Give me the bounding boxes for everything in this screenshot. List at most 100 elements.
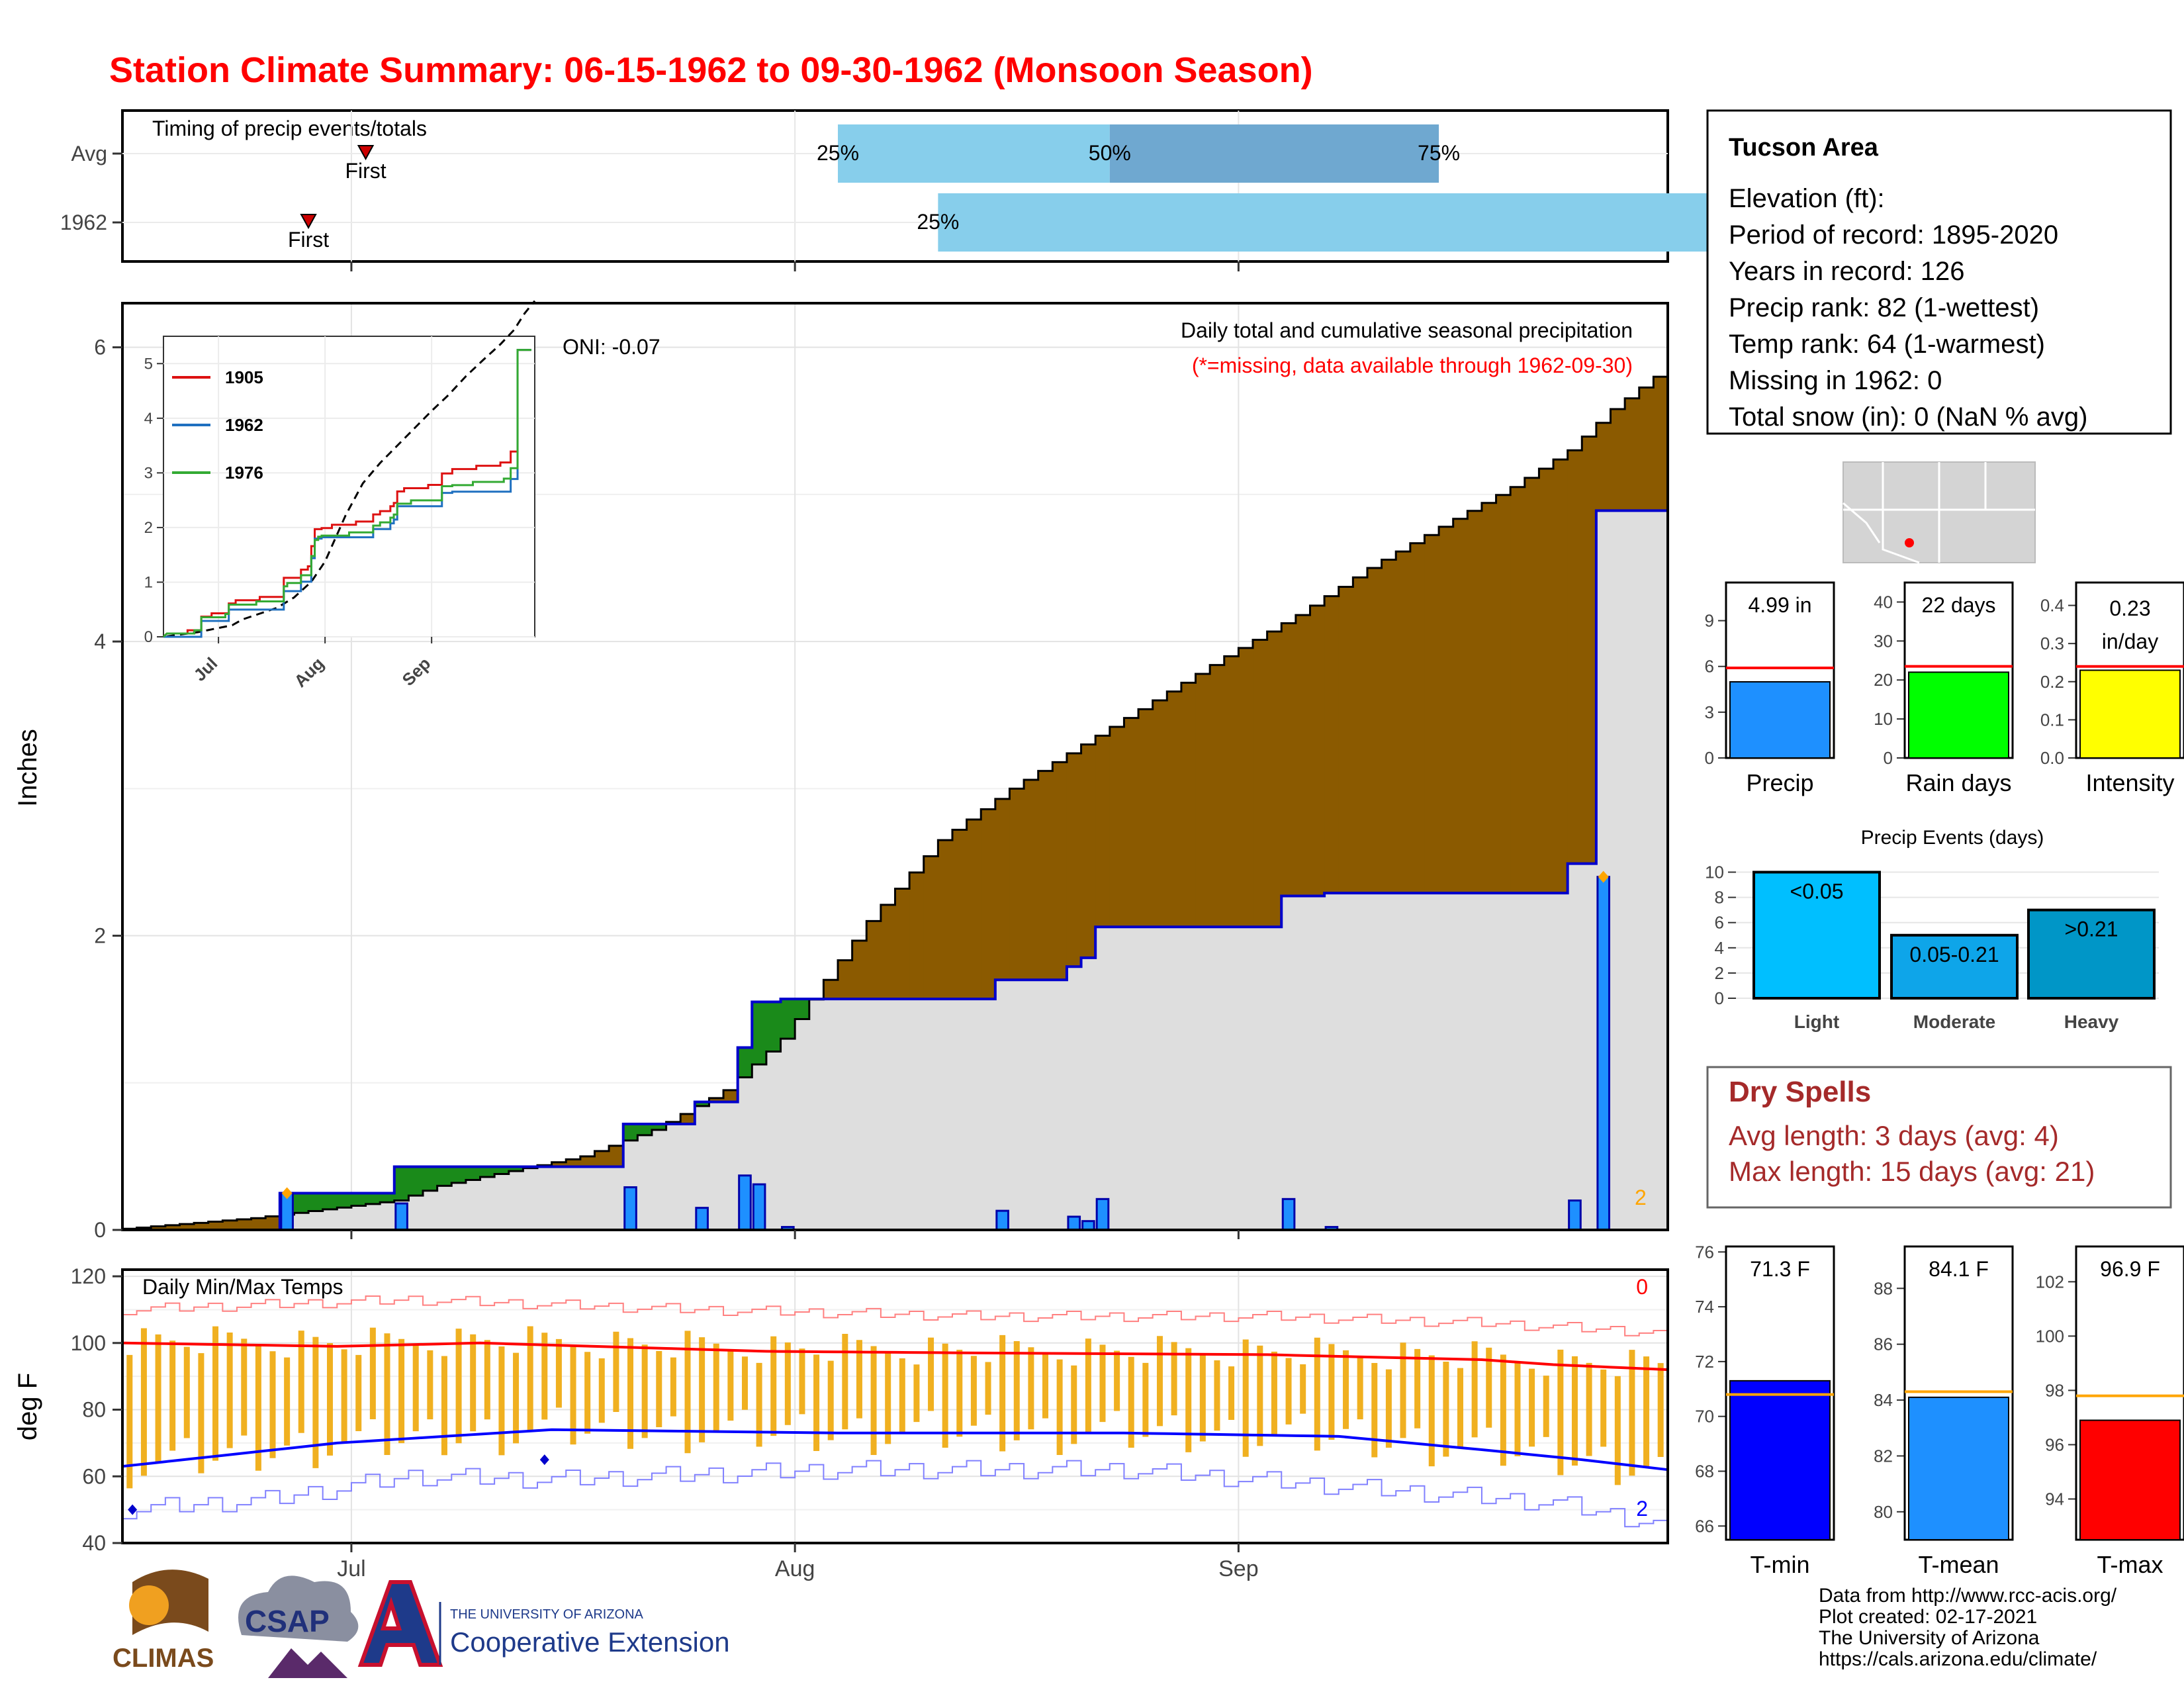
deficit-area — [952, 829, 968, 1000]
deficit-area — [1410, 543, 1426, 894]
surplus-area — [508, 1166, 523, 1172]
events-ytick-label: 8 — [1715, 888, 1724, 908]
quartile-75-label: 75% — [1418, 141, 1460, 165]
temp-summary-ytick-label: 80 — [1874, 1502, 1893, 1522]
deficit-area — [1553, 459, 1569, 894]
events-ytick-label: 0 — [1715, 988, 1724, 1008]
inset-ytick-label: 5 — [144, 355, 153, 373]
surplus-area — [795, 999, 810, 1019]
deficit-area — [1639, 387, 1654, 511]
oni-label: ONI: -0.07 — [563, 335, 660, 359]
temp-panel-title: Daily Min/Max Temps — [142, 1275, 343, 1299]
climas-logo-text: CLIMAS — [113, 1644, 214, 1673]
deficit-area — [1124, 718, 1139, 927]
temp-summary-ytick-label: 88 — [1874, 1278, 1893, 1298]
summary-ytick-label: 30 — [1874, 631, 1893, 651]
summary-value-label: 22 days — [1921, 593, 1995, 617]
ua-a-icon — [357, 1580, 443, 1667]
summary-ytick-label: 3 — [1705, 702, 1714, 722]
precip-events-chart: Precip Events (days) 0 2 4 6 8 10 <0.05 Light 0.0… — [1705, 827, 2159, 1032]
precip-marker-icon — [281, 1187, 293, 1199]
precip-ytick-label: 4 — [94, 630, 106, 653]
deficit-area — [1038, 771, 1053, 980]
missing-caption: (*=missing, data available through 1962-… — [1192, 353, 1633, 377]
deficit-area — [1024, 780, 1039, 980]
footer-lines: Data from http://www.rcc-acis.org/Plot c… — [1819, 1585, 2117, 1670]
deficit-area — [1138, 709, 1154, 927]
footer-line: Data from http://www.rcc-acis.org/ — [1819, 1585, 2117, 1607]
footer: CLIMAS CSAP THE UNIVERSITY OF ARIZONA Co… — [113, 1570, 2117, 1678]
dry-spells-max: Max length: 15 days (avg: 21) — [1729, 1156, 2095, 1187]
daily-precip-bar — [394, 1202, 408, 1231]
inset-ytick-label: 1 — [144, 573, 153, 591]
summary-bar-intensity — [2079, 669, 2181, 759]
deficit-area — [938, 840, 953, 1000]
deficit-area — [265, 1216, 281, 1230]
summary-ytick-label: 0.3 — [2040, 633, 2064, 653]
deficit-area — [609, 1145, 624, 1167]
inset-series-line-1976 — [162, 349, 531, 638]
deficit-area — [222, 1220, 238, 1230]
deficit-area — [1625, 398, 1640, 511]
info-box: Tucson Area Elevation (ft): Period of rec… — [1706, 109, 2172, 435]
precip-panel-frame — [121, 302, 1669, 1231]
temp-summary-ytick-label: 82 — [1874, 1446, 1893, 1466]
deficit-area — [566, 1159, 581, 1167]
deficit-area — [1066, 753, 1082, 967]
csap-logo: CSAP — [238, 1575, 359, 1678]
deficit-area — [179, 1224, 195, 1230]
cumulative-1962-line — [122, 509, 1668, 1231]
temp-summary-ytick-label: 98 — [2045, 1380, 2064, 1400]
tmin-record-marker-icon — [128, 1504, 138, 1515]
temp-ylabel: deg F — [13, 1373, 42, 1440]
deficit-area — [580, 1156, 596, 1167]
surplus-area — [380, 1193, 395, 1203]
deficit-area — [1653, 377, 1668, 511]
summary-value-label: 4.99 in — [1748, 593, 1811, 617]
info-title: Tucson Area — [1729, 134, 1879, 162]
deficit-area — [995, 798, 1011, 980]
temp-summary-bar-t-min — [1729, 1380, 1831, 1540]
surplus-area — [494, 1166, 510, 1174]
summary-bar-label: Rain days — [1905, 769, 2011, 796]
tmax-record-line — [122, 1295, 1668, 1336]
temp-ytick-label: 80 — [82, 1398, 106, 1422]
deficit-area — [852, 940, 867, 1000]
deficit-area — [1152, 700, 1167, 927]
inset-series-line-1962 — [163, 349, 531, 638]
daily-precip-bar — [1067, 1215, 1081, 1231]
surplus-area — [651, 1124, 667, 1130]
deficit-area — [165, 1225, 181, 1230]
deficit-area — [723, 1090, 739, 1102]
temp-xtick-label: Jul — [337, 1556, 365, 1581]
cumulative-1962-area — [122, 510, 1668, 1231]
tmax-avg-line — [122, 1341, 1668, 1372]
surplus-area — [623, 1124, 638, 1141]
temp-summary-ytick-label: 102 — [2036, 1272, 2064, 1291]
inset-ytick-label: 4 — [144, 410, 153, 428]
surplus-area — [408, 1166, 424, 1196]
daily-precip-bar — [995, 1209, 1009, 1231]
temp-xtick-label: Aug — [775, 1556, 815, 1581]
events-ytick-label: 6 — [1715, 913, 1724, 933]
deficit-area — [880, 904, 896, 1000]
surplus-area — [423, 1166, 438, 1191]
daily-precip-bar — [1095, 1197, 1110, 1231]
ua-big-text: Cooperative Extension — [450, 1626, 730, 1658]
surplus-area — [294, 1193, 309, 1213]
dry-spells-frame — [1706, 1066, 2172, 1209]
temp-summary-value: 71.3 F — [1750, 1257, 1810, 1281]
deficit-area — [1467, 510, 1482, 894]
csap-cloud-icon — [238, 1575, 359, 1642]
deficit-area — [236, 1219, 252, 1230]
deficit-area — [1610, 409, 1625, 511]
events-bar-heavy — [2027, 908, 2156, 1000]
inset-legend-label: 1962 — [225, 415, 263, 435]
csap-mountain-icon — [268, 1648, 347, 1678]
timing-row-label: 1962 — [60, 211, 107, 234]
surplus-area — [637, 1124, 653, 1135]
precip-marker-icon — [1598, 870, 1609, 883]
info-line: Missing in 1962: 0 — [1729, 366, 1942, 395]
